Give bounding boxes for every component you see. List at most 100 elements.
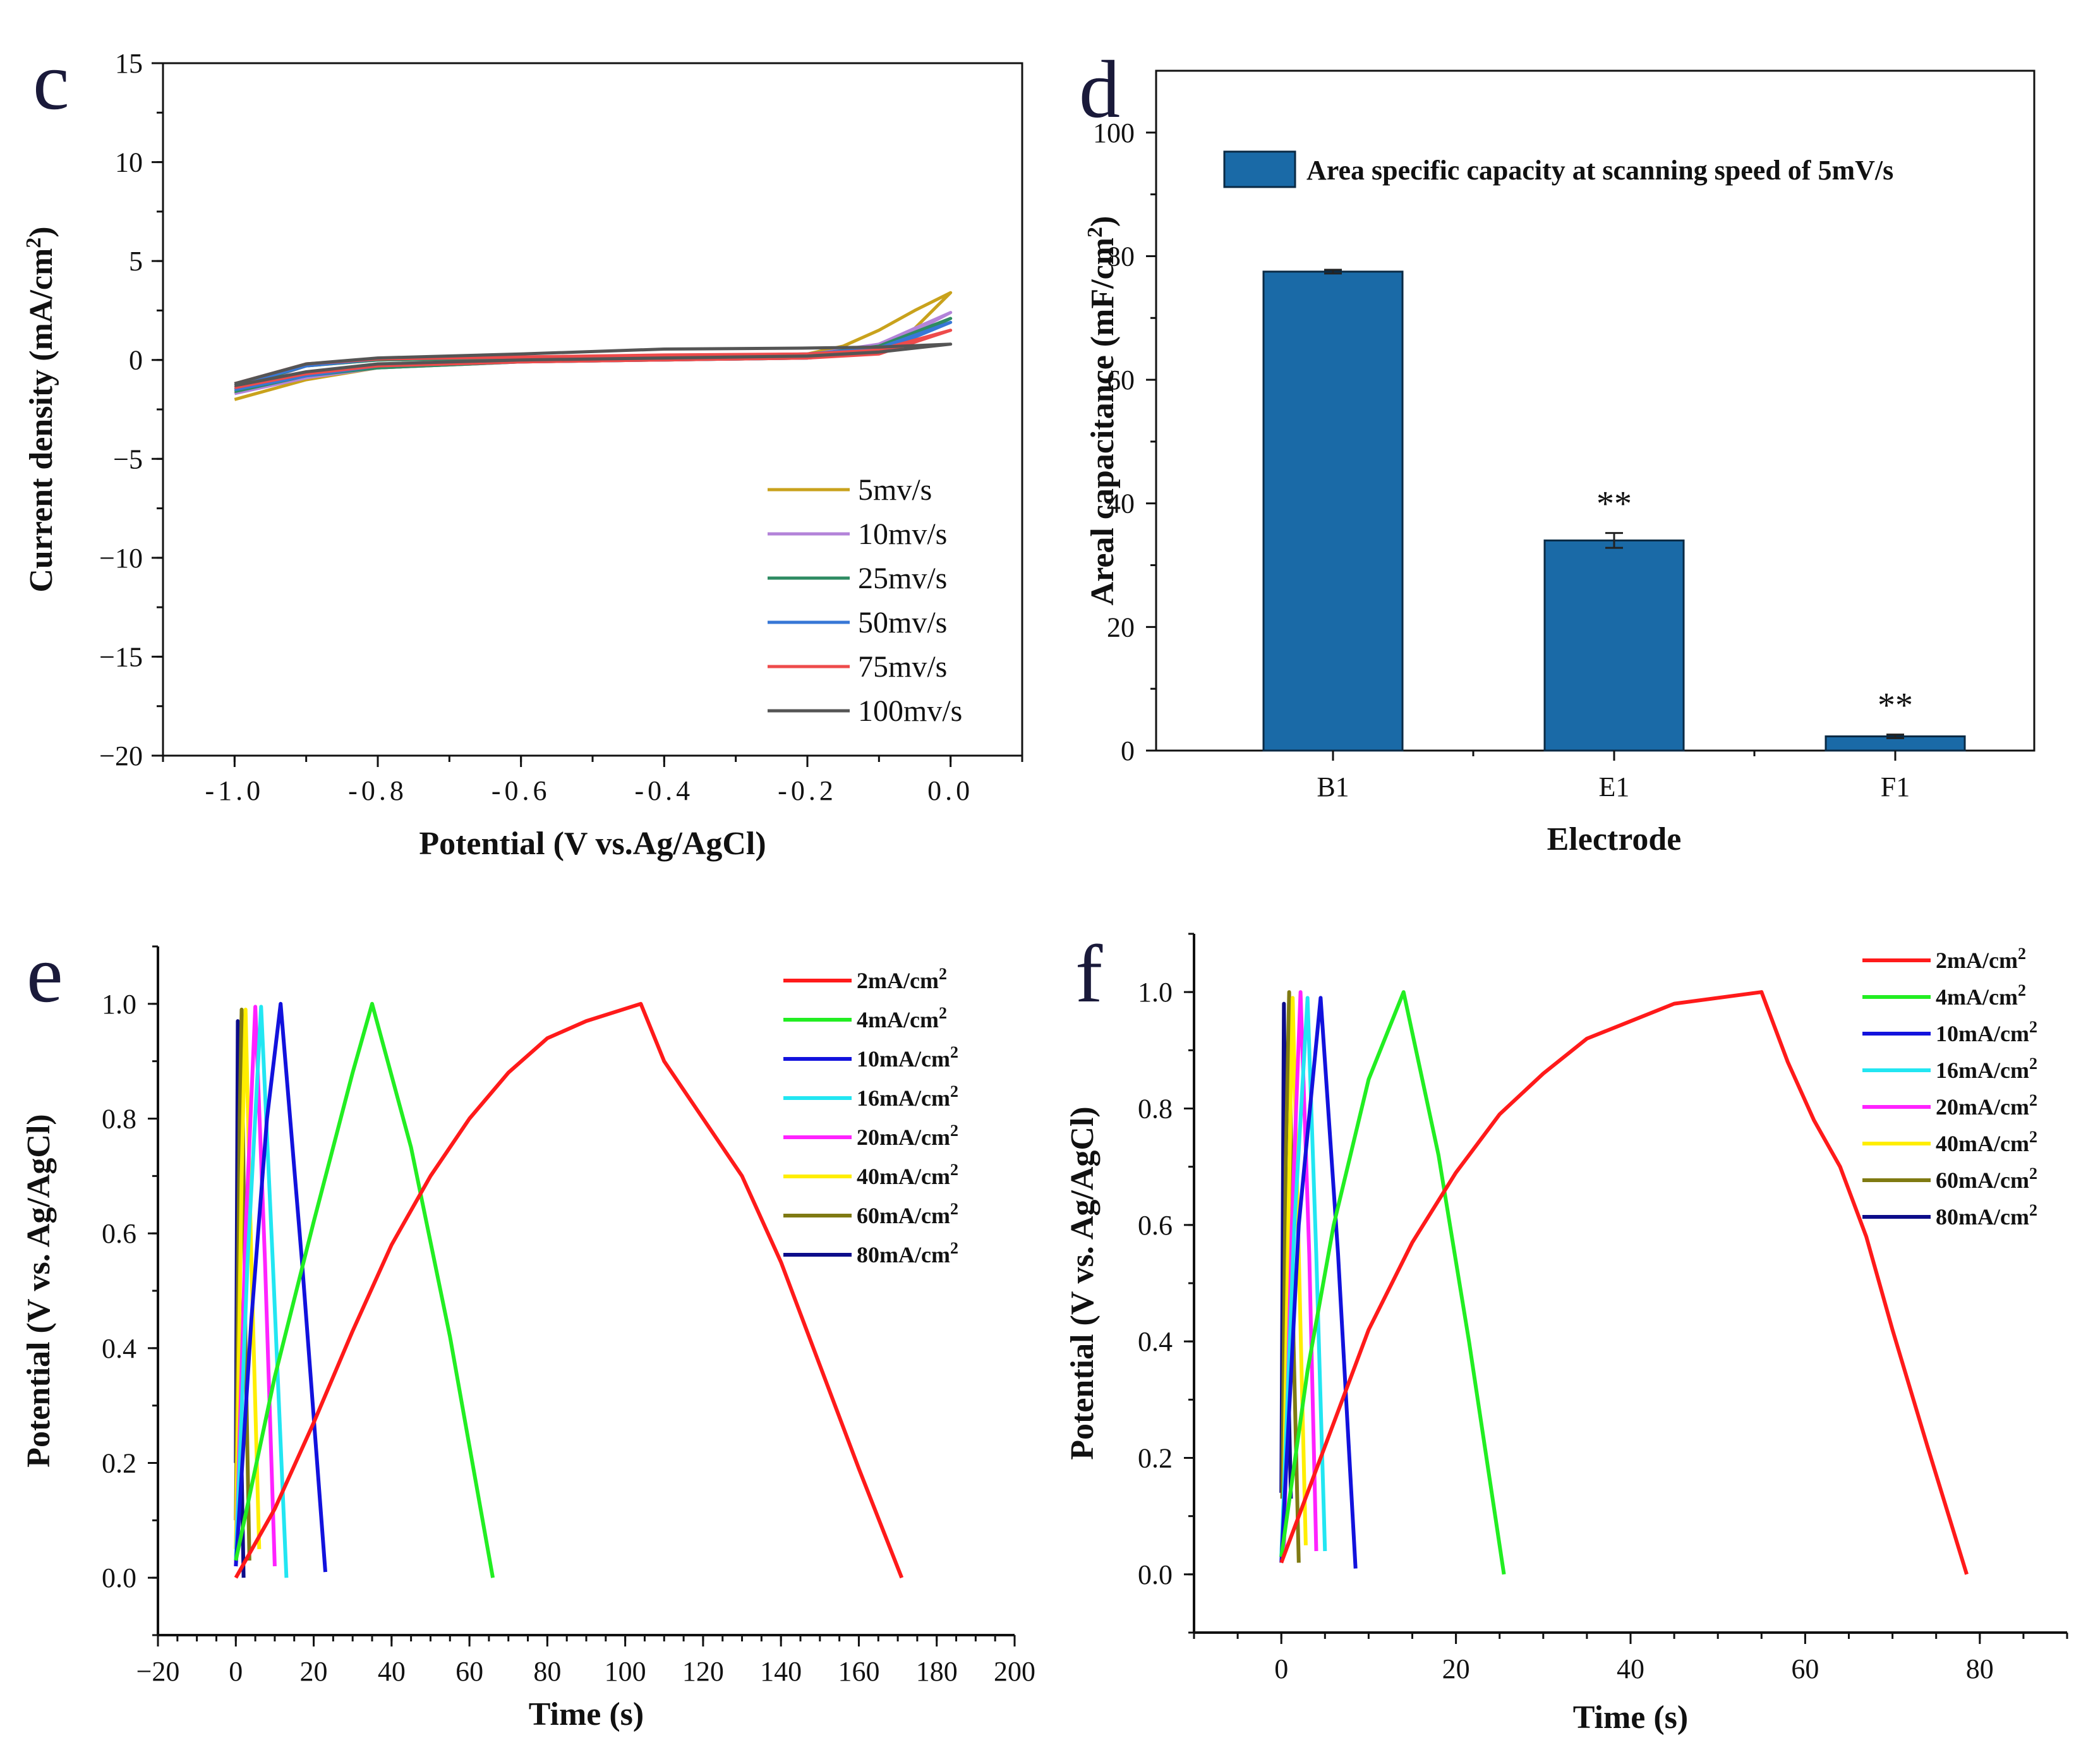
bar-E1	[1543, 539, 1685, 752]
panel-label-c: c	[33, 36, 69, 127]
y-axis-label: Potential (V vs. Ag/AgCl)	[21, 1114, 57, 1467]
y-tick-label: 0.0	[1138, 1559, 1173, 1590]
gcd-curve	[1279, 990, 1506, 1575]
y-axis-label: Areal capacitance (mF/cm2)	[1083, 216, 1121, 606]
x-tick-label: 160	[838, 1656, 879, 1687]
cv-curve	[234, 342, 953, 387]
x-tick-label: 40	[1617, 1653, 1644, 1684]
x-tick-label: 80	[1966, 1653, 1994, 1684]
panel-label-d: d	[1079, 44, 1120, 135]
gcd-curve	[1279, 996, 1327, 1557]
y-tick-label: 100	[1093, 118, 1135, 148]
gcd-chart-f: 0 20 40 60 80 0.0 0.2 0.4 0.6 0.8 1.0 Time (s) Poten…	[1065, 933, 2068, 1736]
x-tick-label: 140	[760, 1656, 802, 1687]
x-tick-label: -0.4	[635, 775, 694, 806]
legend-label: Area specific capacity at scanning speed…	[1306, 155, 1893, 186]
gcd-curve	[1279, 996, 1358, 1569]
gcd-curve	[234, 1001, 327, 1573]
bar-B1	[1262, 270, 1404, 752]
x-tick-label: 180	[916, 1656, 958, 1687]
legend-label: 2mA/cm2	[857, 965, 947, 993]
x-axis-label: Electrode	[1547, 821, 1682, 857]
y-tick-label: 0.6	[1138, 1210, 1173, 1241]
panel-label-f: f	[1075, 929, 1103, 1020]
x-tick-label: -0.8	[348, 775, 407, 806]
y-tick-label: 0.8	[102, 1104, 136, 1135]
x-tick-label: 60	[1791, 1653, 1819, 1684]
x-tick-label: 0.0	[927, 775, 974, 806]
x-tick-label: 80	[533, 1656, 561, 1687]
x-axis-label: Time (s)	[529, 1696, 644, 1732]
y-tick-label: 40	[1107, 488, 1135, 519]
legend-label: 60mA/cm2	[1936, 1164, 2037, 1193]
y-tick-label: 5	[129, 246, 143, 277]
legend-label: 10mv/s	[858, 517, 947, 551]
y-tick-label: 0.6	[102, 1218, 136, 1249]
cv-chart: -1.0 -0.8 -0.6 -0.4 -0.2 0.0 15 10 5 0 −5 −10 −15 −20…	[22, 48, 1023, 862]
gcd-curve	[1280, 990, 1301, 1563]
significance-marker: **	[1878, 686, 1913, 725]
y-tick-label: 80	[1107, 241, 1135, 272]
legend-swatch	[1223, 150, 1296, 188]
legend-label: 75mv/s	[858, 650, 947, 684]
y-tick-label: 60	[1107, 365, 1135, 396]
y-tick-label: 0.2	[102, 1448, 136, 1479]
gcd-curve	[234, 1005, 277, 1567]
x-tick-label: −20	[136, 1656, 180, 1687]
legend-label: 16mA/cm2	[1936, 1054, 2037, 1083]
panel-label-e: e	[27, 929, 63, 1020]
x-tick-label: -0.2	[778, 775, 837, 806]
y-tick-label: 15	[115, 48, 143, 79]
y-tick-label: 0	[129, 345, 143, 376]
x-axis-label: Time (s)	[1573, 1700, 1688, 1736]
x-tick-label: 20	[300, 1656, 328, 1687]
y-tick-label: 20	[1107, 612, 1135, 643]
legend-label: 10mA/cm2	[1936, 1018, 2037, 1046]
gcd-curve	[234, 1001, 495, 1578]
legend-label: 4mA/cm2	[1936, 981, 2026, 1010]
legend-label: 5mv/s	[858, 473, 932, 507]
y-tick-label: 0.8	[1138, 1094, 1173, 1125]
legend-label: 2mA/cm2	[1936, 945, 2026, 973]
gcd-curve	[1279, 990, 1969, 1575]
x-tick-label: 0	[1274, 1653, 1288, 1684]
legend-label: 20mA/cm2	[857, 1121, 958, 1150]
significance-marker: **	[1596, 485, 1632, 524]
y-tick-label: 10	[115, 147, 143, 178]
y-tick-label: −20	[99, 740, 143, 771]
legend-label: 80mA/cm2	[1936, 1201, 2037, 1229]
capacitance-bar-chart: 0 20 40 60 80 100 B1 E1 ** F1 ** Electrode Areal cap…	[1083, 69, 2036, 857]
y-tick-label: −15	[99, 641, 143, 672]
x-tick-label: 40	[378, 1656, 406, 1687]
y-tick-label: 1.0	[102, 989, 136, 1020]
legend-label: 4mA/cm2	[857, 1004, 947, 1032]
x-tick-label: 0	[229, 1656, 243, 1687]
y-tick-label: −5	[113, 444, 143, 474]
x-tick-label: 100	[605, 1656, 646, 1687]
legend-label: 80mA/cm2	[857, 1239, 958, 1267]
legend-label: 100mv/s	[858, 694, 962, 728]
y-tick-label: −10	[99, 543, 143, 574]
x-tick-label: F1	[1881, 771, 1910, 802]
gcd-curve	[234, 1007, 262, 1549]
gcd-chart-e: −20 0 20 40 60 80 100 120 140 160 180 200 0.0 0.2 0.4 0…	[21, 945, 1035, 1732]
legend-label: 50mv/s	[858, 606, 947, 639]
legend-label: 40mA/cm2	[1936, 1128, 2037, 1156]
y-tick-label: 1.0	[1138, 977, 1173, 1008]
x-tick-label: 20	[1442, 1653, 1470, 1684]
x-tick-label: -1.0	[205, 775, 265, 806]
gcd-curve	[1281, 996, 1308, 1545]
x-tick-label: 120	[682, 1656, 724, 1687]
legend-label: 10mA/cm2	[857, 1043, 958, 1072]
y-axis-label: Potential (V vs. Ag/AgCl)	[1065, 1106, 1101, 1459]
x-axis-label: Potential (V vs.Ag/AgCl)	[419, 826, 766, 862]
y-tick-label: 0	[1121, 735, 1135, 766]
legend-label: 25mv/s	[858, 562, 947, 595]
gcd-curve	[234, 1001, 904, 1579]
y-tick-label: 0.4	[1138, 1326, 1173, 1357]
y-tick-label: 0.4	[102, 1333, 136, 1364]
legend-label: 60mA/cm2	[857, 1200, 958, 1228]
legend-label: 40mA/cm2	[857, 1161, 958, 1189]
cv-curve	[234, 329, 953, 390]
